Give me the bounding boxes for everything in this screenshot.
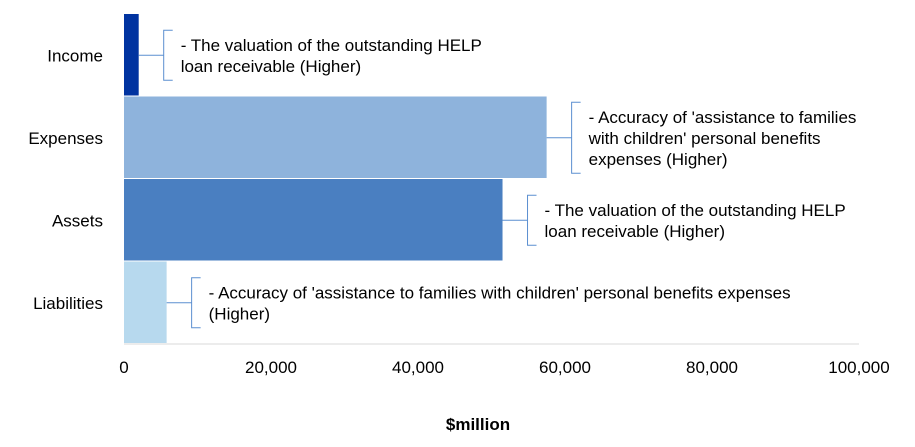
annotation-bracket-income bbox=[163, 29, 173, 81]
bar-liabilities bbox=[124, 261, 167, 343]
x-tick-label: 40,000 bbox=[392, 358, 444, 377]
x-tick-labels: 0 20,000 40,000 60,000 80,000 100,000 bbox=[119, 358, 889, 377]
annotation-text-income: loan receivable (Higher) bbox=[181, 57, 361, 76]
annotation-text-expenses: with children' personal benefits bbox=[588, 129, 821, 148]
annotation-text-income: - The valuation of the outstanding HELP bbox=[181, 36, 482, 55]
annotation-bracket-liabilities bbox=[191, 277, 201, 329]
bars-group bbox=[124, 14, 547, 343]
x-tick-label: 80,000 bbox=[686, 358, 738, 377]
x-axis-label: $million bbox=[446, 415, 510, 434]
annotation-bracket-expenses bbox=[571, 101, 581, 174]
annotation-text-expenses: - Accuracy of 'assistance to families bbox=[589, 108, 857, 127]
annotations: - The valuation of the outstanding HELP l… bbox=[138, 29, 857, 329]
bar-expenses bbox=[124, 96, 547, 178]
category-label-assets: Assets bbox=[52, 211, 103, 230]
x-tick-label: 100,000 bbox=[828, 358, 889, 377]
category-label-liabilities: Liabilities bbox=[33, 294, 103, 313]
annotation-text-assets: - The valuation of the outstanding HELP bbox=[545, 201, 846, 220]
x-tick-label: 60,000 bbox=[539, 358, 591, 377]
annotation-text-assets: loan receivable (Higher) bbox=[545, 222, 725, 241]
category-label-income: Income bbox=[47, 46, 103, 65]
category-labels: Income Expenses Assets Liabilities bbox=[28, 46, 103, 313]
annotation-bracket-assets bbox=[527, 194, 537, 246]
annotation-text-expenses: expenses (Higher) bbox=[589, 150, 728, 169]
x-tick-label: 0 bbox=[119, 358, 128, 377]
bar-income bbox=[124, 14, 139, 96]
annotation-text-liabilities: - Accuracy of 'assistance to families wi… bbox=[209, 283, 791, 302]
category-label-expenses: Expenses bbox=[28, 129, 103, 148]
bar-assets bbox=[124, 179, 503, 261]
annotation-text-liabilities: (Higher) bbox=[209, 304, 270, 323]
x-tick-label: 20,000 bbox=[245, 358, 297, 377]
